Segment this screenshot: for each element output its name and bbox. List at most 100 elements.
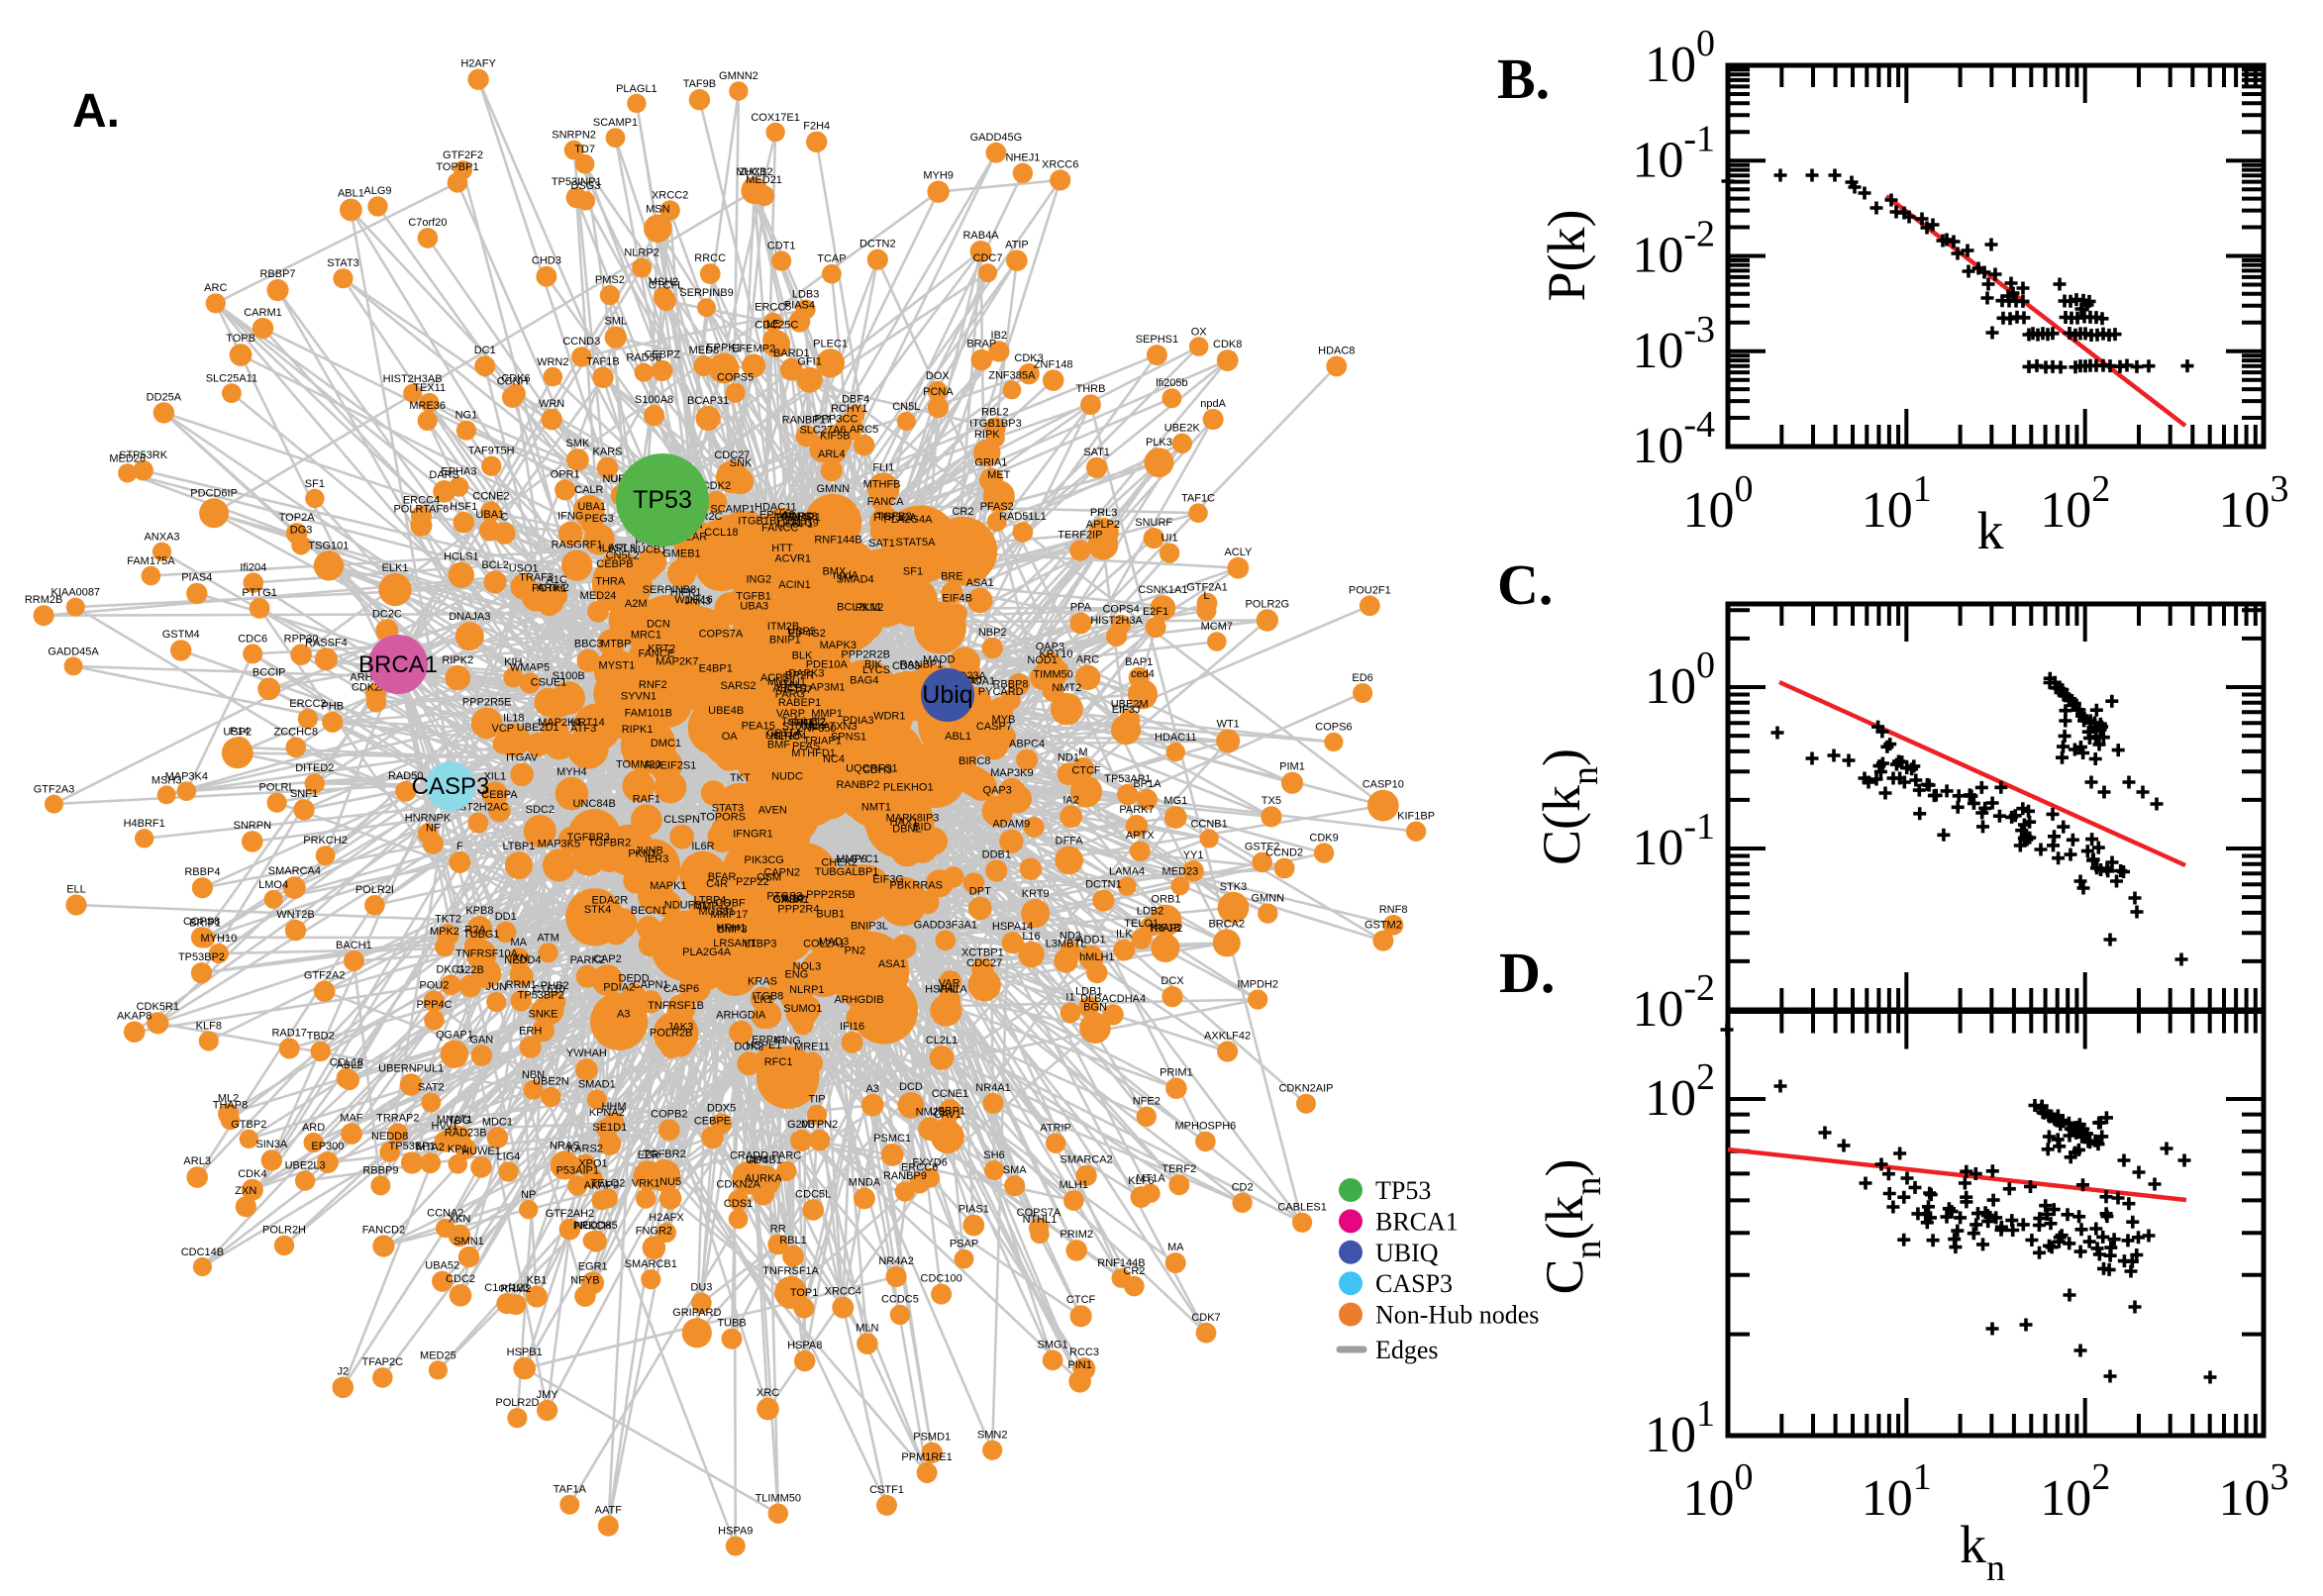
svg-text:ACP5: ACP5	[760, 672, 789, 684]
svg-text:ced4: ced4	[1131, 668, 1155, 680]
svg-text:TD7: TD7	[574, 144, 595, 155]
svg-text:AP3B1: AP3B1	[749, 1154, 782, 1166]
svg-text:PN2: PN2	[845, 946, 865, 957]
svg-text:RIPK2: RIPK2	[442, 654, 473, 666]
svg-text:CSNK1A1: CSNK1A1	[1138, 584, 1187, 596]
svg-text:ML2: ML2	[218, 1092, 239, 1104]
svg-text:NMT2: NMT2	[1052, 682, 1081, 694]
svg-text:CD2: CD2	[1232, 1182, 1254, 1194]
svg-text:MTA2: MTA2	[416, 1142, 445, 1153]
svg-text:SAT2: SAT2	[418, 1082, 445, 1094]
svg-text:GRIA1: GRIA1	[974, 457, 1007, 469]
svg-text:ATF3: ATF3	[570, 723, 596, 735]
svg-text:TP53: TP53	[1375, 1176, 1431, 1205]
svg-text:GMEB1: GMEB1	[662, 549, 701, 560]
svg-text:MED23: MED23	[1162, 865, 1199, 877]
svg-text:NLRP2: NLRP2	[624, 248, 658, 259]
svg-text:CAPN2: CAPN2	[763, 866, 800, 878]
svg-text:ITGB8: ITGB8	[753, 991, 784, 1003]
svg-text:A.: A.	[72, 85, 120, 138]
svg-text:PPP3CC: PPP3CC	[814, 414, 858, 426]
svg-text:BCL2L11: BCL2L11	[837, 602, 881, 614]
svg-text:MYH4: MYH4	[556, 766, 587, 778]
svg-text:NHEJ1: NHEJ1	[1005, 152, 1040, 164]
svg-text:CLSPN: CLSPN	[663, 814, 700, 826]
svg-text:KRT10: KRT10	[1039, 648, 1072, 660]
svg-text:PMS2: PMS2	[595, 274, 625, 286]
svg-text:CDK4: CDK4	[238, 1168, 266, 1180]
svg-text:F: F	[456, 841, 463, 852]
svg-text:KIF5B: KIF5B	[820, 430, 851, 442]
svg-text:TOPBP1: TOPBP1	[436, 161, 478, 173]
svg-text:RANBP1: RANBP1	[899, 659, 943, 671]
svg-text:MTHFB: MTHFB	[863, 478, 901, 490]
svg-text:RRM2: RRM2	[500, 1283, 531, 1295]
svg-text:IFNG: IFNG	[775, 1036, 801, 1047]
svg-text:POLR2D: POLR2D	[495, 1397, 539, 1409]
svg-text:DU3: DU3	[690, 1282, 712, 1294]
svg-text:MYST1: MYST1	[599, 659, 636, 671]
svg-text:HIPK1: HIPK1	[670, 587, 702, 599]
svg-text:SCAMP1: SCAMP1	[593, 117, 638, 129]
svg-text:DAPK3: DAPK3	[788, 668, 824, 680]
svg-text:JAK3: JAK3	[667, 1022, 693, 1034]
svg-text:IL10: IL10	[782, 893, 803, 905]
svg-text:AXKLF42: AXKLF42	[1204, 1030, 1251, 1042]
svg-text:ARC: ARC	[1076, 654, 1099, 666]
svg-text:POLRL: POLRL	[259, 782, 295, 794]
svg-text:BNIP1: BNIP1	[769, 634, 801, 646]
svg-text:XKN: XKN	[449, 1214, 471, 1226]
svg-text:DSG3: DSG3	[570, 180, 600, 192]
svg-text:RCHY1: RCHY1	[831, 403, 867, 415]
svg-text:COL2A1: COL2A1	[803, 939, 845, 950]
svg-text:SYVN1: SYVN1	[621, 690, 656, 702]
svg-text:IFI16: IFI16	[840, 1021, 864, 1033]
svg-text:NOL3: NOL3	[793, 961, 822, 973]
svg-text:ASA1: ASA1	[966, 577, 994, 589]
svg-text:XCTBP1: XCTBP1	[961, 948, 1004, 959]
svg-text:CDC14B: CDC14B	[181, 1247, 224, 1258]
svg-text:TAF9T5H: TAF9T5H	[468, 445, 515, 456]
svg-text:CRADD: CRADD	[730, 1150, 768, 1162]
svg-text:MED26: MED26	[109, 452, 146, 464]
svg-text:ZNF148: ZNF148	[1034, 358, 1073, 370]
svg-text:P(k): P(k)	[1537, 210, 1596, 302]
svg-text:MYH10: MYH10	[201, 933, 238, 945]
svg-text:XIL1: XIL1	[483, 770, 506, 782]
svg-text:AKAP8: AKAP8	[117, 1010, 152, 1022]
svg-text:PKN2: PKN2	[856, 602, 884, 614]
svg-text:PHB: PHB	[321, 701, 344, 713]
svg-text:RNF144B: RNF144B	[1097, 1257, 1145, 1269]
svg-text:C4R: C4R	[706, 878, 728, 890]
svg-text:TP53INP1: TP53INP1	[552, 176, 602, 188]
svg-text:TDG: TDG	[448, 1115, 470, 1127]
svg-text:hMLH1: hMLH1	[1079, 951, 1114, 963]
svg-text:CCNH: CCNH	[497, 376, 529, 388]
svg-text:ZCCHC8: ZCCHC8	[273, 727, 318, 739]
svg-text:TIMM50: TIMM50	[1033, 669, 1072, 681]
svg-text:CEBPB: CEBPB	[596, 558, 633, 570]
svg-text:ASA1: ASA1	[878, 958, 906, 970]
svg-text:FLI1: FLI1	[872, 462, 894, 474]
svg-text:SLC25A11: SLC25A11	[206, 372, 257, 384]
svg-text:ACLY: ACLY	[1224, 547, 1253, 558]
svg-text:ABL1: ABL1	[945, 731, 971, 743]
svg-text:PRIM2: PRIM2	[1060, 1229, 1093, 1241]
svg-text:CDK6: CDK6	[501, 372, 530, 384]
svg-text:TERF2: TERF2	[1162, 1163, 1196, 1175]
svg-text:A3: A3	[865, 1083, 878, 1095]
svg-text:ND2: ND2	[1060, 930, 1081, 942]
svg-text:NBP2: NBP2	[978, 627, 1007, 639]
svg-text:CDH3: CDH3	[862, 764, 892, 776]
svg-text:RASSF4: RASSF4	[305, 637, 348, 648]
svg-text:ADD1: ADD1	[1076, 935, 1105, 947]
svg-text:RAB4A: RAB4A	[962, 230, 999, 242]
svg-text:DD1: DD1	[495, 911, 517, 923]
svg-text:VRK1: VRK1	[632, 1177, 660, 1189]
svg-text:MED25: MED25	[420, 1349, 456, 1361]
svg-text:UBE4B: UBE4B	[708, 705, 744, 717]
svg-text:ATXN3: ATXN3	[823, 721, 858, 733]
svg-text:KIH: KIH	[504, 656, 522, 668]
svg-text:VTN: VTN	[775, 679, 797, 691]
svg-text:HCLS1: HCLS1	[444, 551, 478, 563]
